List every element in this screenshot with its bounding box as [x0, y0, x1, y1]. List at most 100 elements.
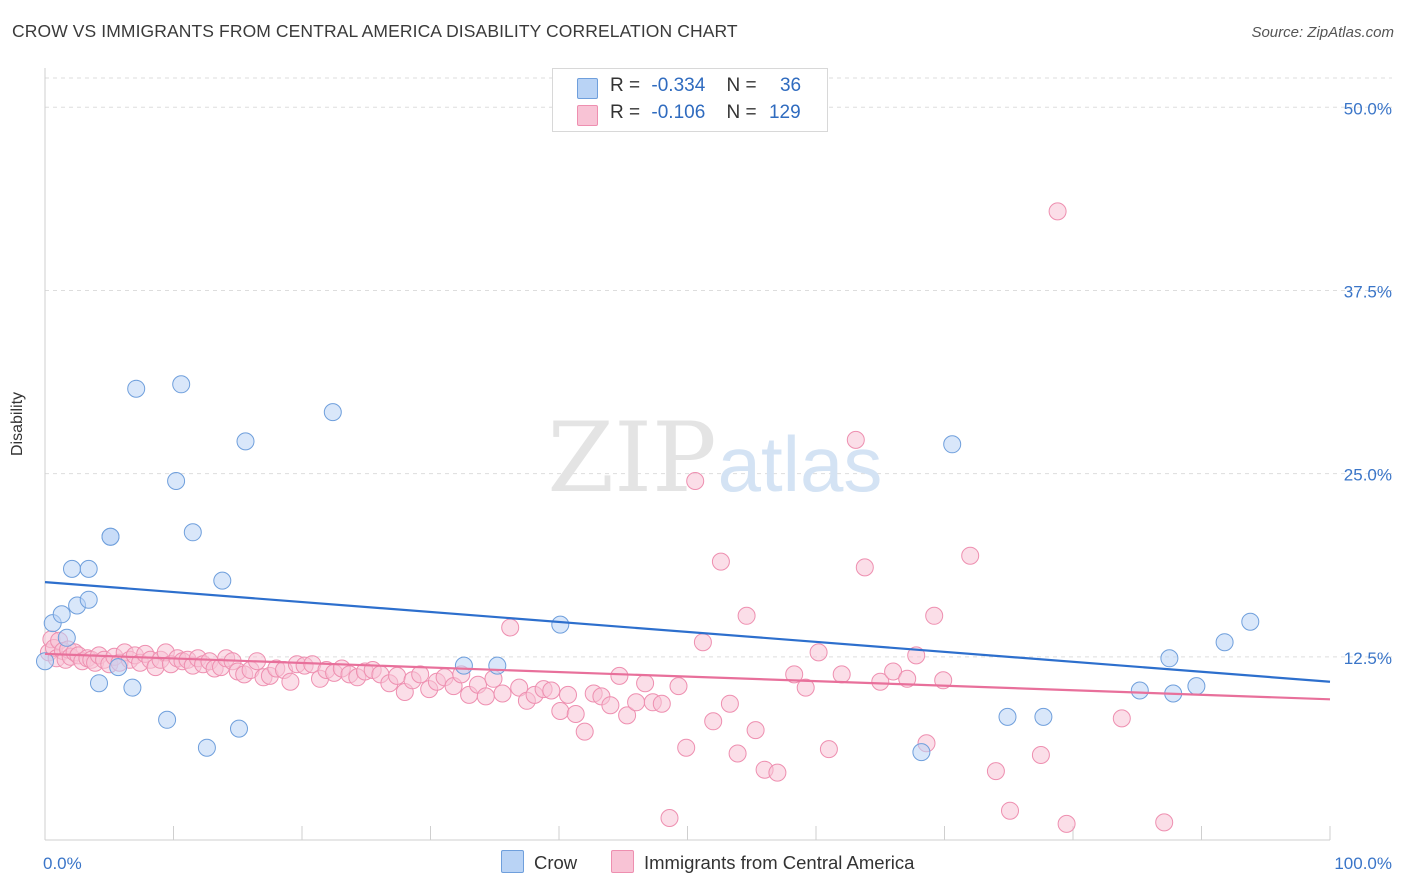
r-label: R = [610, 102, 641, 123]
immigrants-point-118 [898, 669, 917, 688]
immigrants-point-96 [660, 809, 679, 827]
immigrants-point-112 [819, 740, 838, 759]
n-label: N = [726, 75, 757, 96]
watermark-zip: ZIP [547, 402, 716, 514]
crow-legend-label: Crow [534, 852, 578, 873]
crow-point-27 [912, 743, 931, 762]
crow-point-25 [551, 615, 570, 634]
n-value-crow: 36 [779, 75, 802, 96]
immigrants-point-114 [846, 430, 865, 449]
crow-point-12 [123, 678, 142, 697]
y-tick-label-0: 12.5% [1344, 649, 1392, 668]
crow-point-22 [323, 403, 342, 422]
immigrants-point-86 [575, 722, 594, 741]
r-value-immigrants: -0.106 [651, 102, 706, 123]
immigrants-point-63 [388, 666, 407, 685]
crow-legend-swatch [501, 850, 524, 873]
y-tick-label-3: 50.0% [1344, 99, 1392, 118]
immigrants-point-99 [686, 472, 705, 490]
bottom-legend-immigrants: Immigrants from Central America [611, 850, 914, 874]
bottom-legend-crow: Crow [501, 850, 577, 874]
immigrants-point-102 [711, 552, 730, 571]
immigrants-point-117 [884, 662, 903, 681]
immigrants-point-85 [566, 705, 585, 723]
immigrants-point-84 [559, 685, 577, 704]
immigrants-point-98 [677, 738, 696, 757]
crow-point-33 [1187, 677, 1206, 696]
crow-swatch [577, 78, 598, 99]
chart-title: CROW VS IMMIGRANTS FROM CENTRAL AMERICA … [12, 21, 738, 41]
crow-point-16 [172, 375, 191, 394]
immigrants-point-91 [618, 706, 637, 725]
trend-layer [44, 580, 1331, 701]
immigrants-point-109 [785, 665, 804, 684]
immigrants-point-90 [610, 666, 629, 685]
crow-point-29 [1034, 707, 1053, 726]
immigrants-legend-label: Immigrants from Central America [644, 852, 915, 873]
crow-point-20 [230, 719, 248, 738]
crow-point-21 [236, 432, 255, 451]
crow-point-31 [1160, 649, 1179, 668]
tick-label-layer: 12.5% 25.0% 37.5% 50.0% 0.0% 100.0% [43, 99, 1392, 873]
immigrants-point-74 [476, 687, 495, 706]
immigrants-point-92 [627, 693, 646, 712]
immigrants-point-104 [728, 744, 747, 763]
crow-point-10 [101, 527, 120, 546]
x-tick-label-0: 0.0% [43, 854, 82, 873]
immigrants-trend-line [44, 652, 1331, 701]
immigrants-point-82 [542, 681, 561, 700]
crow-point-18 [197, 738, 216, 757]
immigrants-point-127 [1048, 202, 1067, 221]
immigrants-point-129 [1112, 709, 1131, 728]
immigrants-point-97 [669, 677, 688, 696]
y-tick-label-1: 25.0% [1344, 466, 1392, 485]
immigrants-point-83 [551, 702, 570, 720]
immigrants-point-116 [871, 672, 890, 691]
immigrants-point-115 [855, 558, 874, 577]
crow-point-4 [63, 559, 81, 578]
crow-point-26 [943, 435, 962, 454]
immigrants-point-108 [768, 763, 787, 782]
y-tick-label-2: 37.5% [1344, 282, 1392, 301]
immigrants-point-93 [636, 674, 655, 693]
crow-point-0 [36, 652, 54, 671]
immigrants-point-126 [1031, 746, 1050, 764]
crow-point-6 [79, 590, 98, 609]
immigrants-point-125 [1001, 801, 1019, 820]
immigrants-point-49 [281, 672, 300, 691]
immigrants-point-106 [746, 721, 765, 740]
n-label: N = [726, 102, 757, 123]
crow-point-15 [167, 472, 186, 490]
axes-layer [44, 68, 1331, 841]
immigrants-point-76 [493, 684, 512, 703]
crow-point-14 [158, 710, 177, 729]
immigrants-point-105 [737, 606, 756, 625]
immigrants-point-101 [704, 712, 723, 731]
crow-point-2 [52, 605, 71, 624]
crow-point-30 [1130, 681, 1149, 700]
n-value-immigrants: 129 [768, 102, 801, 123]
crow-point-8 [90, 674, 108, 693]
crow-point-19 [213, 571, 232, 590]
immigrants-point-103 [720, 694, 739, 713]
immigrants-point-130 [1155, 813, 1174, 832]
immigrants-point-121 [925, 606, 944, 625]
crow-point-28 [998, 707, 1017, 726]
immigrants-point-124 [986, 762, 1005, 781]
immigrants-point-66 [411, 665, 430, 684]
points-layer [36, 202, 1260, 833]
immigrants-point-113 [832, 665, 851, 684]
crow-point-24 [488, 656, 507, 675]
x-tick-label-1: 100.0% [1334, 854, 1392, 873]
immigrants-point-100 [693, 633, 712, 652]
r-label: R = [610, 75, 641, 96]
crow-point-35 [1241, 612, 1260, 631]
immigrants-point-78 [510, 678, 529, 697]
watermark: ZIP atlas [547, 402, 882, 514]
crow-point-23 [454, 656, 473, 675]
immigrants-point-128 [1057, 814, 1076, 833]
immigrants-point-123 [961, 546, 980, 565]
crow-point-34 [1215, 633, 1234, 652]
immigrants-point-89 [601, 696, 620, 715]
